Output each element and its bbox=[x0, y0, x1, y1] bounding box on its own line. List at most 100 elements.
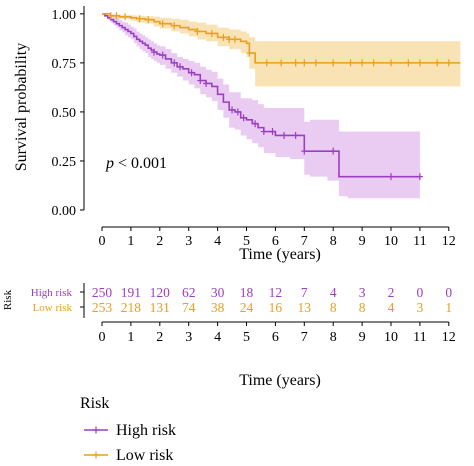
x-tick-label: 9 bbox=[359, 234, 366, 249]
risk-x-tick-label: 9 bbox=[359, 330, 366, 345]
low-risk-censor-mark bbox=[445, 59, 452, 67]
low-risk-censor-mark bbox=[220, 33, 227, 41]
risk-x-tick-label: 1 bbox=[127, 330, 134, 345]
x-tick-label: 11 bbox=[413, 234, 426, 249]
high-risk-at-risk-count: 7 bbox=[301, 285, 308, 300]
low-risk-censor-mark bbox=[263, 59, 270, 67]
y-tick-label: 0.00 bbox=[52, 204, 77, 219]
risk-x-axis-title: Time (years) bbox=[239, 372, 321, 389]
low-risk-censor-mark bbox=[194, 28, 201, 35]
low-risk-censor-mark bbox=[136, 15, 143, 23]
y-tick-label: 0.50 bbox=[52, 106, 77, 121]
risk-x-tick-label: 6 bbox=[272, 330, 279, 345]
legend: Risk High risk Low risk bbox=[80, 395, 176, 464]
low-risk-censor-mark bbox=[416, 59, 423, 67]
x-tick-label: 5 bbox=[243, 234, 250, 249]
low-risk-at-risk-count: 218 bbox=[121, 300, 142, 315]
risk-x-tick-label: 7 bbox=[301, 330, 308, 345]
x-tick-label: 12 bbox=[442, 234, 456, 249]
low-risk-censor-mark bbox=[145, 16, 152, 24]
high-risk-censor-mark bbox=[234, 108, 241, 116]
risk-x-tick-label: 0 bbox=[99, 330, 106, 345]
x-tick-label: 6 bbox=[272, 234, 279, 249]
low-risk-legend-label: Low risk bbox=[116, 447, 173, 464]
low-risk-censor-mark bbox=[292, 59, 299, 67]
risk-table: Risk High risk 250 191 120 62 30 18 12 7 4 3 2 0 0Low… bbox=[2, 283, 456, 389]
low-risk-censor-mark bbox=[171, 22, 178, 30]
low-risk-censor-mark bbox=[347, 59, 354, 67]
low-risk-censor-mark bbox=[246, 49, 253, 57]
low-risk-ci-band bbox=[102, 13, 461, 87]
legend-item-high-risk: High risk bbox=[84, 422, 176, 439]
x-tick-label: 8 bbox=[330, 234, 337, 249]
censor-marks bbox=[107, 12, 452, 181]
low-risk-at-risk-count: 3 bbox=[417, 300, 424, 315]
x-axis-title: Time (years) bbox=[239, 246, 321, 263]
high-risk-censor-mark bbox=[229, 106, 236, 114]
legend-item-low-risk: Low risk bbox=[84, 447, 173, 464]
x-tick-label: 1 bbox=[127, 234, 134, 249]
low-risk-censor-mark bbox=[312, 59, 319, 67]
high-risk-censor-mark bbox=[197, 77, 204, 85]
high-risk-at-risk-count: 191 bbox=[121, 285, 141, 300]
low-risk-at-risk-count: 16 bbox=[269, 300, 283, 315]
low-risk-at-risk-count: 1 bbox=[445, 300, 452, 315]
high-risk-censor-mark bbox=[416, 173, 423, 181]
high-risk-censor-mark bbox=[151, 48, 158, 56]
risk-table-y-title: Risk bbox=[2, 289, 14, 310]
risk-x-tick-label: 8 bbox=[330, 330, 337, 345]
high-risk-table-label: High risk bbox=[31, 287, 73, 299]
low-risk-censor-mark bbox=[208, 29, 215, 37]
high-risk-at-risk-count: 120 bbox=[150, 285, 171, 300]
y-tick-label: 1.00 bbox=[52, 8, 77, 23]
high-risk-censor-mark bbox=[240, 114, 247, 122]
risk-x-tick-label: 3 bbox=[185, 330, 192, 345]
risk-x-tick-label: 11 bbox=[413, 330, 426, 345]
high-risk-at-risk-count: 30 bbox=[211, 285, 225, 300]
risk-x-tick-label: 2 bbox=[156, 330, 163, 345]
low-risk-censor-mark bbox=[330, 59, 337, 67]
high-risk-censor-mark bbox=[301, 147, 308, 155]
low-risk-censor-mark bbox=[159, 20, 166, 28]
high-risk-at-risk-count: 250 bbox=[92, 285, 113, 300]
p-value-annotation: p < 0.001 bbox=[105, 155, 167, 172]
p-value-text: < 0.001 bbox=[114, 155, 167, 172]
low-risk-censor-mark bbox=[226, 35, 233, 43]
high-risk-at-risk-count: 62 bbox=[182, 285, 196, 300]
legend-title: Risk bbox=[80, 395, 109, 412]
low-risk-censor-mark bbox=[113, 12, 120, 20]
high-risk-at-risk-count: 0 bbox=[417, 285, 424, 300]
high-risk-at-risk-count: 0 bbox=[445, 285, 452, 300]
high-risk-censor-mark bbox=[269, 128, 276, 136]
low-risk-censor-mark bbox=[278, 59, 285, 67]
high-risk-censor-mark bbox=[203, 79, 210, 87]
y-axis-title: Survival probability bbox=[13, 43, 30, 171]
low-risk-censor-mark bbox=[388, 59, 394, 67]
low-risk-at-risk-count: 8 bbox=[330, 300, 337, 315]
high-risk-ci-band bbox=[102, 13, 420, 199]
km-plot: 0.000.250.500.751.000 1 2 3 4 5 6 7 8 9 10 11 12 Sur… bbox=[13, 6, 461, 263]
high-risk-at-risk-count: 4 bbox=[330, 285, 337, 300]
risk-x-tick-label: 10 bbox=[384, 330, 398, 345]
risk-table-axes: 0 1 2 3 4 5 6 7 8 9 10 11 12 bbox=[80, 283, 456, 345]
low-risk-censor-mark bbox=[434, 59, 441, 67]
low-risk-at-risk-count: 24 bbox=[240, 300, 254, 315]
low-risk-censor-mark bbox=[405, 59, 412, 67]
high-risk-censor-mark bbox=[281, 131, 288, 139]
low-risk-legend-marker bbox=[93, 451, 99, 459]
high-risk-at-risk-count: 3 bbox=[359, 285, 366, 300]
risk-x-tick-label: 5 bbox=[243, 330, 250, 345]
low-risk-censor-mark bbox=[359, 59, 366, 67]
high-risk-at-risk-count: 12 bbox=[269, 285, 283, 300]
low-risk-censor-mark bbox=[231, 35, 238, 43]
low-risk-table-label: Low risk bbox=[33, 302, 73, 314]
y-tick-label: 0.75 bbox=[52, 57, 77, 72]
low-risk-at-risk-count: 74 bbox=[182, 300, 196, 315]
risk-x-tick-label: 4 bbox=[214, 330, 221, 345]
plot-axes: 0.000.250.500.751.000 1 2 3 4 5 6 7 8 9 10 11 12 bbox=[52, 6, 456, 249]
high-risk-censor-mark bbox=[292, 131, 299, 139]
x-tick-label: 10 bbox=[384, 234, 398, 249]
high-risk-censor-mark bbox=[159, 51, 166, 59]
high-risk-censor-mark bbox=[171, 59, 178, 67]
